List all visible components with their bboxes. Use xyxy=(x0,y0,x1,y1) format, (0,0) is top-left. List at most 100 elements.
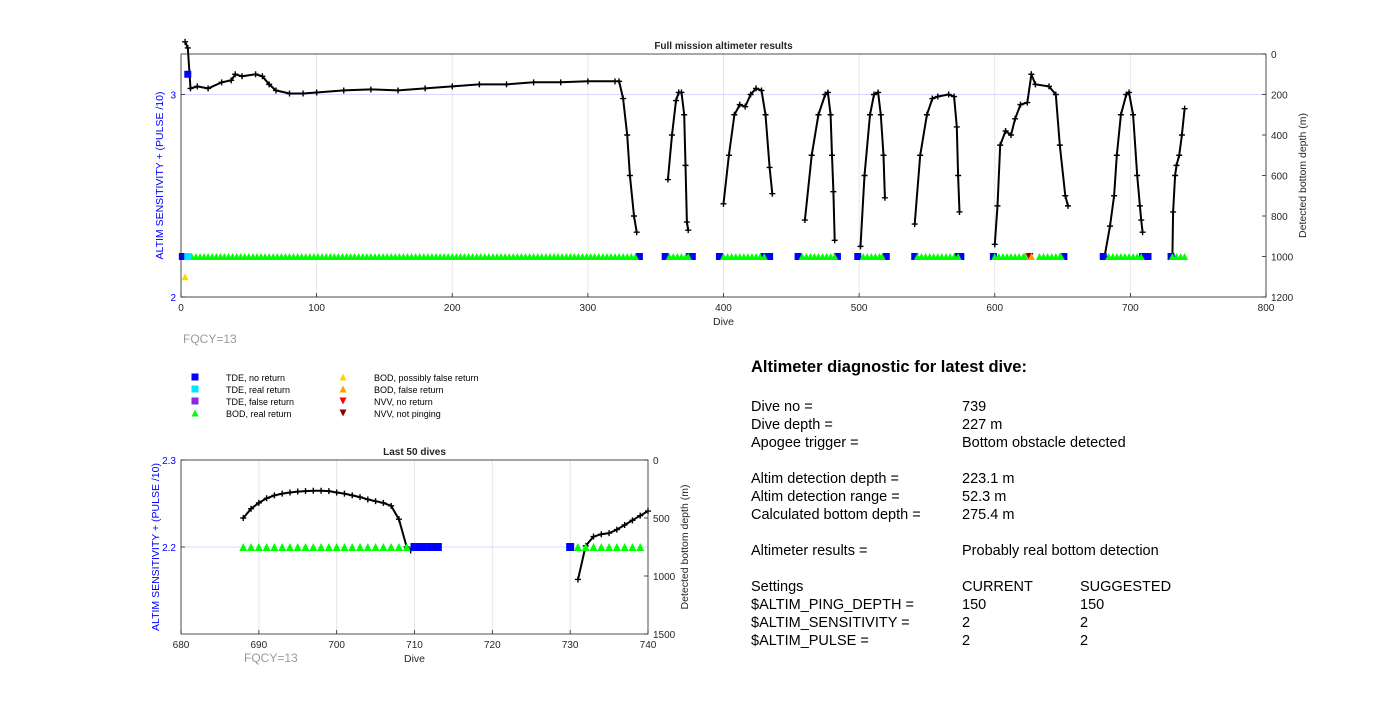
depth-point xyxy=(272,87,279,94)
depth-point xyxy=(630,213,637,219)
depth-point xyxy=(769,190,776,197)
last-50-dives-chart: 680 690 700 710 720 730 740 2.2 2.3 0 500 1000 1500 L… xyxy=(150,447,691,665)
marker-bod_real_return xyxy=(356,543,365,551)
y-left-tick-label: 2.3 xyxy=(162,456,176,467)
depth-point xyxy=(1139,229,1146,236)
depth-point xyxy=(673,97,680,104)
depth-point xyxy=(1028,71,1035,78)
depth-point xyxy=(731,111,738,118)
depth-point xyxy=(1130,111,1137,118)
depth-point xyxy=(620,95,627,102)
depth-point xyxy=(1032,81,1039,88)
y-right-tick-label: 1200 xyxy=(1271,293,1294,304)
marker-tde_no_return xyxy=(833,253,841,260)
x-tick-label: 600 xyxy=(986,303,1003,314)
depth-point xyxy=(598,531,605,538)
marker-bod_real_return xyxy=(293,543,302,551)
marker-tde_no_return xyxy=(715,253,723,260)
marker-tde_no_return xyxy=(1099,253,1107,260)
marker-bod_real_return xyxy=(1137,253,1145,260)
x-tick-label: 690 xyxy=(250,640,267,651)
depth-point xyxy=(318,487,325,494)
depth-point xyxy=(917,152,924,159)
depth-point xyxy=(349,492,356,499)
depth-line xyxy=(859,90,886,247)
marker-bod_real_return xyxy=(324,543,333,551)
x-tick-label: 500 xyxy=(851,303,868,314)
depth-point xyxy=(801,217,808,224)
setting-current: 2 xyxy=(962,633,971,649)
depth-point xyxy=(333,489,340,496)
depth-point xyxy=(1002,127,1009,134)
depth-point xyxy=(218,79,225,86)
y-right-axis-label: Detected bottom depth (m) xyxy=(1297,113,1309,238)
depth-line xyxy=(577,510,649,580)
settings-header-label: Settings xyxy=(751,579,804,595)
y-right-tick-label: 600 xyxy=(1271,172,1288,183)
depth-point xyxy=(934,93,941,100)
marker-bod_real_return xyxy=(581,543,590,551)
depth-point xyxy=(590,533,597,540)
depth-point xyxy=(364,496,371,503)
depth-point xyxy=(294,488,301,495)
diag-label: Apogee trigger = xyxy=(751,435,859,451)
marker-bod_real_return xyxy=(387,543,396,551)
depth-point xyxy=(951,93,958,100)
marker-bod_real_return xyxy=(379,543,388,551)
depth-point xyxy=(228,77,235,84)
depth-point xyxy=(252,71,259,78)
depth-point xyxy=(1062,192,1069,199)
depth-point xyxy=(681,111,688,118)
y-left-axis-label: ALTIM SENSITIVITY + (PULSE /10) xyxy=(154,92,166,260)
marker-bod_possibly_false xyxy=(339,373,347,381)
marker-bod_real_return xyxy=(878,253,886,260)
x-tick-label: 720 xyxy=(484,640,501,651)
marker-tde_no_return xyxy=(410,543,419,551)
depth-point xyxy=(956,208,963,215)
depth-point xyxy=(997,142,1004,149)
marker-bod_real_return xyxy=(1181,253,1189,260)
depth-point xyxy=(184,44,191,51)
marker-tde_no_return xyxy=(882,253,890,260)
marker-bod_real_return xyxy=(628,543,637,551)
depth-point xyxy=(380,499,387,506)
depth-point xyxy=(629,517,636,524)
marker-tde_no_return xyxy=(178,253,186,260)
marker-tde_no_return xyxy=(566,543,575,551)
depth-point xyxy=(239,73,246,80)
depth-point xyxy=(271,492,278,499)
diag-value: Probably real bottom detection xyxy=(962,543,1159,559)
depth-point xyxy=(187,85,194,92)
depth-point xyxy=(259,73,266,80)
diag-label: Altim detection depth = xyxy=(751,471,899,487)
depth-point xyxy=(720,200,727,207)
setting-label: $ALTIM_PULSE = xyxy=(751,633,869,649)
marker-bod_real_return xyxy=(597,543,606,551)
depth-point xyxy=(881,194,888,201)
depth-point xyxy=(584,78,591,85)
marker-bod_real_return xyxy=(631,253,639,260)
y-right-tick-label: 1000 xyxy=(1271,253,1294,264)
depth-point xyxy=(1181,105,1188,112)
depth-point xyxy=(300,90,307,97)
y-right-tick-label: 1500 xyxy=(653,630,676,641)
marker-bod_real_return xyxy=(636,543,645,551)
depth-point xyxy=(831,237,838,244)
depth-point xyxy=(1176,152,1183,159)
depth-point xyxy=(808,152,815,159)
marker-bod_real_return xyxy=(954,253,962,260)
marker-bod_real_return xyxy=(278,543,287,551)
marker-tde_no_return xyxy=(911,253,919,260)
depth-point xyxy=(683,219,690,226)
depth-point xyxy=(1064,202,1071,209)
diag-value: 739 xyxy=(962,399,987,415)
depth-point xyxy=(372,498,379,505)
depth-point xyxy=(476,81,483,88)
marker-nvv_not_pinging xyxy=(339,409,347,417)
depth-point xyxy=(340,87,347,94)
legend-label: NVV, not pinging xyxy=(374,409,441,419)
depth-point xyxy=(1046,83,1052,90)
depth-point xyxy=(877,111,884,118)
diag-value: 275.4 m xyxy=(962,507,1015,523)
x-tick-label: 700 xyxy=(1122,303,1139,314)
